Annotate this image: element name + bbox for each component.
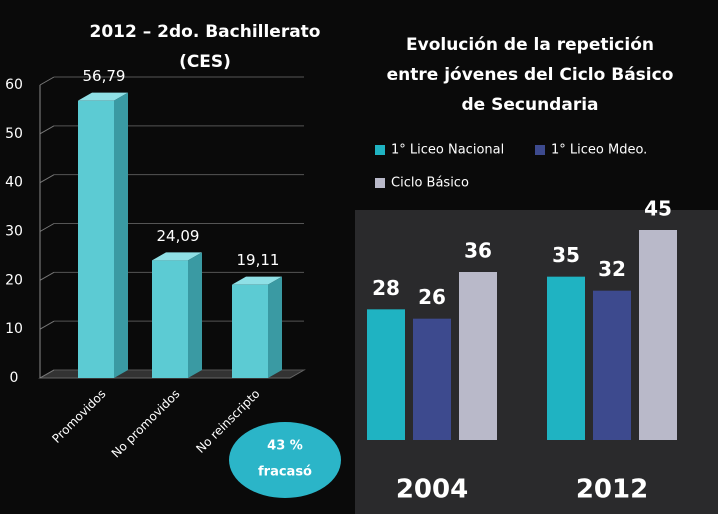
grid-line	[39, 174, 55, 184]
bar	[152, 260, 188, 378]
annotation: 43 %	[267, 439, 303, 454]
bar	[547, 276, 585, 440]
value-label: 35	[552, 243, 580, 267]
bar	[413, 318, 451, 440]
y-tick-label: 30	[5, 224, 23, 240]
bar	[232, 284, 268, 378]
y-tick-label: 0	[10, 370, 19, 386]
bar	[367, 309, 405, 440]
value-label: 32	[598, 257, 626, 281]
x-tick-label: 2004	[396, 475, 468, 505]
grid-line	[39, 223, 55, 232]
bar-top	[152, 252, 202, 261]
bar-side	[268, 276, 282, 378]
value-label: 26	[418, 285, 446, 309]
grid-line	[39, 125, 55, 135]
x-tick-label: 2012	[576, 475, 648, 505]
bar-side	[114, 92, 128, 378]
grid-line	[39, 320, 55, 330]
legend-swatch	[535, 145, 545, 155]
bar-side	[188, 252, 202, 378]
y-tick-label: 20	[5, 272, 23, 288]
value-label: 36	[464, 239, 492, 263]
value-label: 45	[644, 197, 672, 221]
legend-swatch	[375, 145, 385, 155]
y-tick-label: 60	[5, 77, 23, 93]
chart-title: Evolución de la repetición	[406, 35, 654, 55]
y-tick-label: 10	[5, 321, 23, 337]
y-tick-label: 50	[5, 126, 23, 142]
bar	[459, 272, 497, 440]
chart-title: entre jóvenes del Ciclo Básico	[387, 65, 674, 85]
legend-label: Ciclo Básico	[391, 176, 469, 191]
y-tick-label: 40	[5, 175, 23, 191]
legend-swatch	[375, 178, 385, 188]
value-label: 24,09	[157, 227, 200, 245]
bar-top	[232, 276, 282, 285]
grid-line	[39, 271, 55, 281]
bar-top	[78, 92, 128, 101]
annotation: fracasó	[258, 465, 312, 480]
chart-title: de Secundaria	[462, 95, 599, 115]
grid-line	[39, 369, 55, 379]
value-label: 19,11	[237, 251, 280, 269]
bar	[639, 230, 677, 440]
chart-title: 2012 – 2do. Bachillerato	[90, 22, 321, 42]
legend-label: 1° Liceo Mdeo.	[551, 143, 647, 158]
value-label: 56,79	[83, 67, 126, 85]
annotation-bubble	[229, 422, 341, 498]
bar	[593, 290, 631, 440]
grid-line	[39, 76, 55, 86]
chart-title: (CES)	[179, 52, 231, 72]
bar	[78, 100, 114, 378]
legend-label: 1° Liceo Nacional	[391, 143, 504, 158]
value-label: 28	[372, 276, 400, 300]
